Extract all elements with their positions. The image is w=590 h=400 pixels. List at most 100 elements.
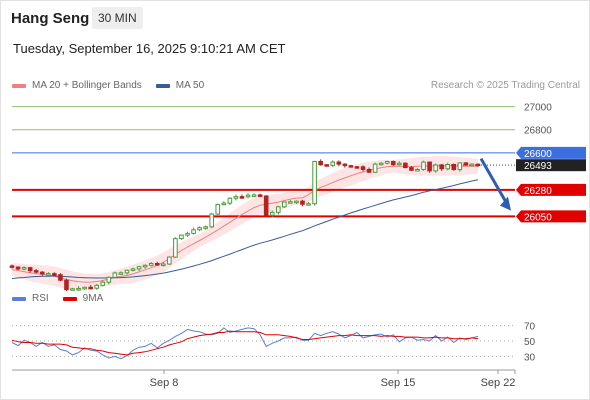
y-tick-label-26600: 26600 [524, 149, 552, 160]
candle-body [100, 281, 106, 286]
candle-body [384, 160, 390, 164]
x-tick-label-sep-22: Sep 22 [481, 377, 516, 389]
candle-body [318, 160, 323, 166]
candle-body [366, 168, 372, 173]
candle-body [46, 273, 51, 276]
candle-body [257, 194, 263, 197]
candle-body [415, 168, 420, 172]
instrument-title: Hang Seng [11, 10, 90, 27]
candle-body [475, 163, 481, 167]
candle-body [445, 163, 451, 170]
y-tick-label-27000: 27000 [524, 103, 552, 114]
candle-body [390, 160, 396, 166]
rsi-series-9ma [11, 330, 479, 356]
price-tag-26280 [516, 183, 586, 196]
candle-body [330, 161, 336, 166]
candle-body [360, 166, 366, 170]
candle-body [27, 267, 33, 272]
timestamp: Tuesday, September 16, 2025 9:10:21 AM C… [13, 41, 286, 56]
candle-body [300, 200, 305, 205]
candle-body [354, 166, 360, 169]
candle-body [185, 232, 190, 236]
candle-body [197, 227, 202, 231]
candle-body [427, 161, 432, 172]
candle-body [288, 201, 293, 204]
candle-body [15, 266, 21, 270]
candle-body [154, 262, 160, 266]
ma50-swatch-icon [155, 83, 170, 88]
timeframe-badge[interactable]: 30 MIN [92, 7, 143, 29]
candle-body [64, 279, 69, 291]
ma20-swatch-icon [12, 83, 26, 88]
legend-ma50-label: MA 50 [175, 80, 205, 91]
legend-9ma-label: 9MA [82, 293, 104, 304]
9ma-swatch-icon [62, 296, 77, 301]
price-tag-26050 [516, 210, 586, 223]
candle-body [463, 162, 469, 166]
candle-body [439, 164, 444, 170]
last-price-tag [516, 159, 586, 172]
candle-body [245, 194, 251, 198]
candle-body [203, 226, 208, 229]
candle-body [88, 286, 93, 290]
candle-body [469, 163, 475, 167]
ma50-line [11, 179, 479, 280]
candle-body [179, 234, 184, 240]
candle-body [275, 206, 281, 213]
candle-body [227, 197, 233, 204]
candle-body [118, 272, 124, 275]
x-tick-label-sep-15: Sep 15 [381, 377, 416, 389]
rsi-legend: RSI 9MA [12, 293, 117, 304]
candle-body [173, 238, 178, 258]
candle-body [342, 163, 348, 167]
y-tick-label-26280: 26280 [524, 186, 552, 197]
candle-body [312, 160, 317, 205]
bollinger-band-area [12, 156, 478, 291]
candle-body [378, 162, 384, 166]
y-tick-label-26050: 26050 [524, 212, 552, 223]
candle-body [52, 273, 57, 276]
candle-body [269, 211, 275, 216]
candle-body [324, 164, 330, 167]
candle-body [263, 195, 269, 216]
price-legend: MA 20 + Bollinger Bands MA 50 [12, 80, 218, 91]
candle-body [451, 163, 457, 171]
candle-body [433, 164, 438, 172]
rsi-swatch-icon [12, 296, 26, 301]
y-tick-label-26800: 26800 [524, 126, 552, 137]
candle-body [106, 276, 112, 283]
x-tick-label-sep-8: Sep 8 [150, 377, 179, 389]
candle-body [306, 203, 311, 206]
candle-body [112, 272, 118, 278]
legend-ma50: MA 50 [155, 80, 205, 91]
candles-group [9, 159, 481, 292]
candle-body [142, 264, 148, 268]
rsi-tick-label-70: 70 [524, 322, 536, 333]
candle-body [124, 269, 130, 274]
rsi-series-rsi [11, 327, 479, 360]
candle-body [372, 163, 378, 173]
candle-body [167, 256, 172, 265]
candle-body [251, 194, 257, 197]
candle-body [94, 284, 100, 289]
candle-body [39, 271, 45, 275]
candle-body [233, 196, 239, 199]
candle-body [9, 265, 15, 268]
legend-rsi: RSI [12, 293, 49, 304]
candle-body [58, 274, 63, 281]
forecast-arrow-head-icon [500, 196, 511, 211]
candle-body [403, 162, 408, 169]
candle-body [221, 202, 227, 206]
candle-body [160, 263, 166, 267]
rsi-tick-label-30: 30 [524, 352, 536, 363]
candle-body [33, 270, 39, 273]
candle-body [209, 213, 215, 228]
candle-body [148, 262, 154, 266]
legend-ma20: MA 20 + Bollinger Bands [12, 80, 142, 91]
candle-body [21, 267, 27, 270]
legend-ma20-label: MA 20 + Bollinger Bands [32, 80, 142, 91]
candle-body [215, 204, 221, 215]
candle-body [294, 200, 299, 204]
rsi-tick-label-50: 50 [524, 337, 536, 348]
